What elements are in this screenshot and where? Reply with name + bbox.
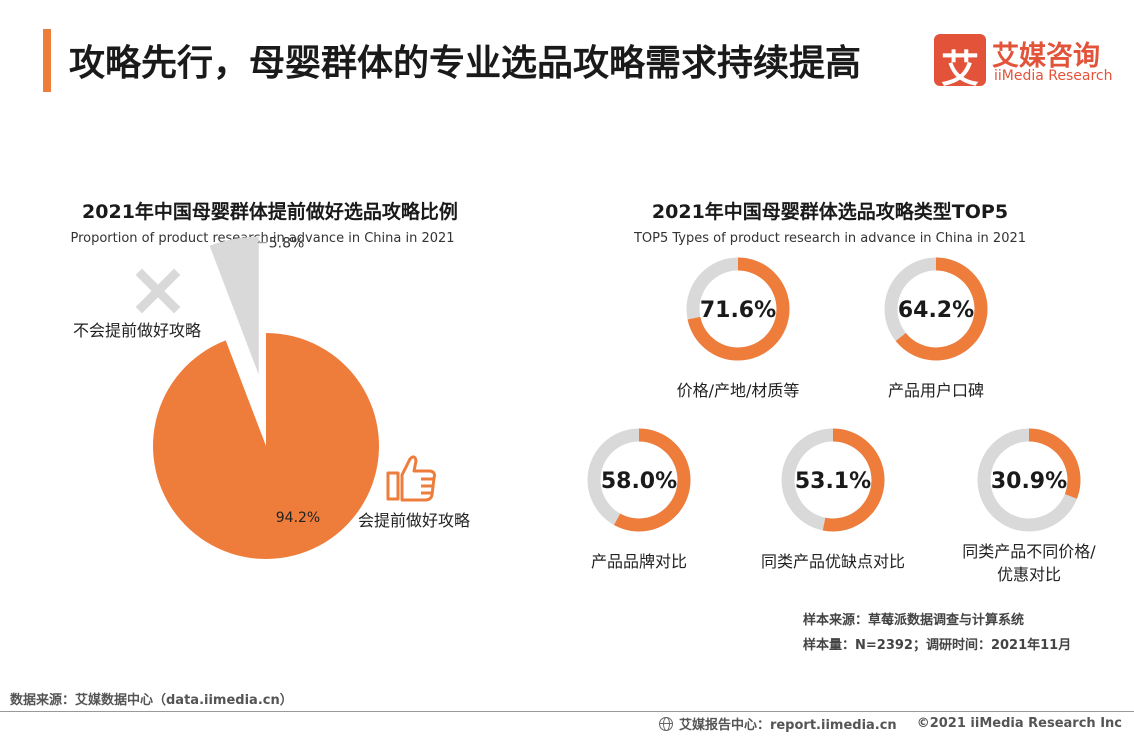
pie-chart: 94.2% 5.8% 会提前做好攻略 不会提前做好攻略 (73, 236, 470, 560)
donut-value-arc (884, 257, 988, 361)
donut-category-label: 产品品牌对比 (591, 552, 687, 571)
donut-item: 30.9% 同类产品不同价格/优惠对比 (962, 428, 1096, 584)
donut-track (884, 257, 988, 361)
donut-value-arc (587, 428, 691, 532)
logo-english-name: iiMedia Research (994, 68, 1113, 84)
donut-item: 64.2% 产品用户口碑 (884, 257, 988, 400)
donut-track (781, 428, 885, 532)
pie-legend-label: 不会提前做好攻略 (73, 321, 201, 340)
page-title: 攻略先行，母婴群体的专业选品攻略需求持续提高 (69, 43, 862, 84)
globe-icon (658, 716, 673, 731)
report-center-link[interactable]: 艾媒报告中心：report.iimedia.cn (678, 718, 897, 733)
donut-category-label: 产品用户口碑 (888, 381, 984, 400)
donut-track (587, 428, 691, 532)
thumbs-up-icon (386, 455, 436, 502)
donut-category-label: 同类产品优缺点对比 (761, 552, 905, 571)
brand-logo: 艾 艾媒咨询 iiMedia Research (934, 34, 1116, 91)
donut-chart-title: 2021年中国母婴群体选品攻略类型TOP5 (651, 201, 1009, 223)
donut-item: 58.0% 产品品牌对比 (587, 428, 691, 571)
sample-source-note: 样本来源：草莓派数据调查与计算系统 (803, 613, 1025, 628)
donut-value-arc (781, 428, 885, 532)
donut-item: 53.1% 同类产品优缺点对比 (761, 428, 905, 571)
pie-chart-subtitle: Proportion of product research in advanc… (70, 231, 455, 246)
donut-value-arc (686, 257, 790, 361)
pie-slice-will-prepare (153, 333, 380, 560)
donut-item: 71.6% 价格/产地/材质等 (677, 257, 800, 400)
pie-slice-value-label: 94.2% (276, 510, 320, 526)
donut-category-label: 同类产品不同价格/ (962, 542, 1096, 561)
donut-category-label: 优惠对比 (997, 565, 1061, 584)
pie-slice-will-not-prepare (209, 236, 259, 375)
donut-chart-subtitle: TOP5 Types of product research in advanc… (633, 231, 1027, 246)
cross-icon (135, 268, 181, 314)
footer-bar: 艾媒报告中心：report.iimedia.cn ©2021 iiMedia R… (658, 714, 1122, 733)
donut-value-label: 30.9% (991, 469, 1067, 494)
logo-chinese-name: 艾媒咨询 (992, 41, 1100, 72)
donut-track (686, 257, 790, 361)
donut-charts: 71.6% 价格/产地/材质等 64.2% 产品用户口碑 58.0% 产品品牌对比 53.1… (587, 257, 1096, 584)
donut-value-arc (977, 428, 1081, 532)
title-accent-bar (43, 29, 51, 92)
copyright-text: ©2021 iiMedia Research Inc (916, 716, 1122, 731)
logo-mark: 艾 (934, 34, 986, 91)
donut-value-label: 64.2% (898, 298, 974, 323)
pie-chart-title: 2021年中国母婴群体提前做好选品攻略比例 (82, 201, 458, 223)
donut-value-label: 71.6% (700, 298, 776, 323)
donut-category-label: 价格/产地/材质等 (677, 381, 800, 400)
donut-value-label: 58.0% (601, 469, 677, 494)
donut-track (977, 428, 1081, 532)
pie-legend-label: 会提前做好攻略 (358, 511, 470, 530)
sample-size-note: 样本量：N=2392；调研时间：2021年11月 (803, 638, 1072, 653)
data-source: 数据来源：艾媒数据中心（data.iimedia.cn） (10, 693, 293, 708)
logo-mark-text: 艾 (940, 47, 979, 91)
donut-value-label: 53.1% (795, 469, 871, 494)
footer-divider (0, 711, 1134, 712)
